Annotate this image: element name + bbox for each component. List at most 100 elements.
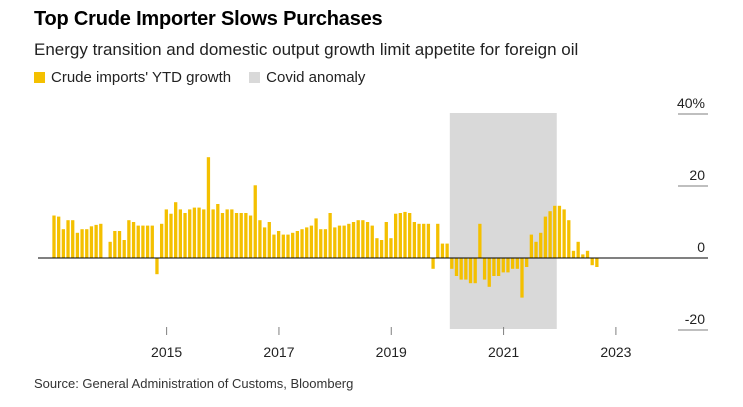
covid-anomaly-band	[449, 113, 557, 329]
bar	[468, 258, 473, 284]
legend-item-anomaly: Covid anomaly	[249, 69, 365, 86]
bar	[473, 258, 477, 284]
chart-subtitle: Energy transition and domestic output gr…	[34, 40, 579, 59]
bar	[351, 222, 356, 258]
bar	[478, 223, 482, 258]
y-tick-label: -20	[685, 311, 705, 327]
bar	[113, 231, 117, 258]
bar	[136, 225, 140, 258]
bar	[595, 258, 599, 267]
bar	[262, 227, 267, 258]
bar	[178, 209, 183, 258]
bar	[145, 225, 150, 258]
bar	[417, 223, 421, 258]
bar	[117, 231, 122, 258]
bar	[445, 243, 449, 258]
bar	[571, 250, 576, 258]
bar	[159, 223, 164, 258]
bar	[192, 207, 197, 258]
bar	[506, 258, 510, 273]
bar	[85, 229, 89, 258]
bar	[253, 185, 257, 258]
bar	[188, 209, 192, 258]
bar	[431, 258, 435, 269]
bar	[576, 241, 580, 258]
bar	[155, 258, 159, 275]
y-tick-label: 20	[689, 167, 705, 183]
bar	[529, 234, 534, 258]
bar	[585, 250, 590, 258]
bar	[562, 209, 566, 258]
bar	[202, 209, 206, 258]
bar	[450, 258, 454, 269]
bar	[361, 220, 365, 258]
bar	[164, 209, 168, 258]
bar	[403, 211, 407, 258]
bar	[66, 220, 70, 258]
bar	[548, 211, 552, 258]
bar	[375, 238, 379, 258]
bar	[122, 240, 126, 258]
bar	[337, 225, 342, 258]
bar	[211, 209, 215, 258]
bar	[393, 213, 398, 258]
x-tick-label: 2021	[488, 344, 519, 360]
bar	[94, 224, 98, 258]
bar	[412, 222, 417, 258]
bar	[482, 258, 487, 280]
bar	[220, 213, 225, 258]
bar	[501, 258, 505, 273]
bar	[281, 234, 285, 258]
bar	[61, 229, 66, 258]
bar	[553, 205, 557, 258]
bar	[230, 209, 234, 258]
bar	[75, 232, 80, 258]
bar	[239, 213, 243, 258]
bar	[440, 243, 445, 258]
x-tick-label: 2015	[151, 344, 182, 360]
bar	[216, 204, 220, 258]
legend-swatch-anomaly	[249, 72, 261, 83]
bar	[314, 218, 318, 258]
bar	[333, 227, 337, 258]
bar	[244, 213, 248, 258]
bar	[89, 226, 94, 258]
bar	[492, 258, 496, 276]
bar	[183, 213, 187, 258]
bar	[365, 222, 370, 258]
bar	[276, 231, 281, 258]
bar	[525, 258, 529, 267]
bar	[342, 225, 346, 258]
bar	[534, 241, 538, 258]
bar	[464, 258, 468, 280]
bar	[305, 227, 309, 258]
bar	[356, 220, 360, 258]
bar	[272, 234, 276, 258]
legend-swatch-imports	[34, 72, 45, 83]
bar	[291, 232, 295, 258]
x-tick-label: 2019	[376, 344, 407, 360]
bar	[141, 225, 145, 258]
x-tick-label: 2023	[600, 344, 631, 360]
bar	[267, 222, 271, 258]
bar	[99, 223, 103, 258]
bar	[496, 258, 501, 276]
bar	[258, 220, 262, 258]
bar	[487, 258, 491, 287]
bar	[309, 225, 314, 258]
bar	[379, 240, 384, 258]
source-note: Source: General Administration of Custom…	[34, 376, 354, 391]
x-tick-label: 2017	[263, 344, 294, 360]
bar	[543, 216, 548, 258]
bar	[520, 258, 524, 298]
bar	[422, 223, 426, 258]
bar	[515, 258, 519, 269]
bar	[127, 220, 131, 258]
bar	[300, 229, 304, 258]
bar	[590, 258, 594, 266]
bar	[225, 209, 229, 258]
bar	[80, 229, 84, 258]
bar	[295, 231, 300, 258]
bar	[323, 229, 328, 258]
